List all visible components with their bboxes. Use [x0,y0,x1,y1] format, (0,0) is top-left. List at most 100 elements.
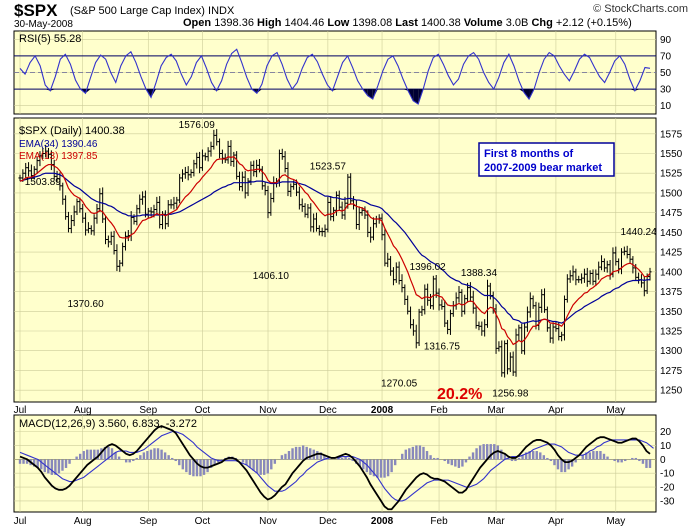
macd-histogram-bar [546,457,549,460]
macd-histogram-bar [351,459,354,462]
macd-histogram-bar [114,452,117,460]
macd-histogram-bar [195,459,199,477]
rsi-oversold-fill [403,89,409,91]
x-tick-label: Sep [139,405,157,416]
x-tick-label-bottom: Aug [74,516,92,527]
macd-histogram-bar [595,451,599,460]
macd-histogram-bar [415,445,418,460]
macd-histogram-bar [54,459,57,475]
y-tick-label: 1325 [660,327,683,338]
macd-histogram-bar [641,459,645,464]
macd-histogram-bar [153,448,156,460]
macd-histogram-bar [206,459,209,473]
y-tick-label: 1550 [660,149,683,160]
macd-histogram-bar [213,459,216,466]
macd-histogram-bar [344,456,347,460]
index-description: (S&P 500 Large Cap Index) [70,5,205,17]
macd-histogram-bar [89,449,92,460]
macd-histogram-bar [146,451,149,460]
x-tick-label: Mar [487,405,505,416]
last-label: Last [395,17,418,29]
macd-histogram-bar [418,445,422,460]
x-tick-label: May [606,405,625,416]
y-tick-label: -10 [660,469,675,480]
macd-histogram-bar [64,459,68,468]
macd-histogram-bar [305,446,308,460]
macd-histogram-bar [567,459,570,470]
macd-histogram-bar [549,459,553,462]
macd-histogram-bar [93,449,96,460]
macd-histogram-bar [532,451,535,460]
price-annotation: 1370.60 [67,299,104,310]
macd-histogram-bar [528,451,531,460]
macd-histogram-bar [379,459,383,478]
ema13-legend: EMA(13) 1397.85 [19,151,98,162]
price-annotation: 1388.34 [461,268,498,279]
price-annotation: 1440.24 [621,227,658,238]
macd-histogram-bar [248,459,252,468]
macd-histogram-bar [337,457,340,460]
macd-histogram-bar [450,459,453,466]
y-tick-label: 1425 [660,248,683,259]
bear-market-note-line-2: 2007-2009 bear market [484,162,602,174]
chart-date: 30-May-2008 [14,19,73,30]
macd-histogram-bar [475,448,478,460]
macd-histogram-bar [585,452,588,460]
macd-histogram-bar [638,459,641,462]
macd-histogram-bar [464,459,468,463]
macd-line [19,425,651,511]
macd-histogram-bar [252,459,255,471]
price-annotation: 1396.02 [410,262,447,273]
macd-histogram-bar [280,455,284,460]
macd-histogram-bar [574,459,577,463]
macd-histogram-bar [50,459,54,475]
macd-histogram-bar [500,449,503,460]
macd-histogram-bar [613,459,616,462]
macd-histogram-bar [259,459,262,475]
macd-histogram-bar [170,457,174,460]
macd-histogram-bar [298,446,301,460]
price-annotation: 1406.10 [253,271,290,282]
macd-histogram-bar [376,459,379,478]
y-tick-label: 1450 [660,228,683,239]
macd-histogram-bar [443,459,446,462]
macd-histogram-bar [631,457,634,460]
rsi-oversold-fill [372,89,378,100]
macd-histogram-bar [241,459,245,463]
macd-histogram-bar [386,459,390,477]
macd-histogram-bar [542,455,546,460]
ohlc-readout: Open 1398.36 High 1404.46 Low 1398.08 La… [183,17,632,29]
x-tick-label-bottom: 2008 [371,516,394,527]
x-tick-label: Feb [430,405,448,416]
macd-histogram-bar [372,459,376,477]
x-tick-label-bottom: Feb [430,516,448,527]
y-tick-label: 10 [660,441,672,452]
low-value: 1398.08 [352,17,393,29]
x-tick-label: Nov [259,405,277,416]
x-tick-label-bottom: Dec [319,516,337,527]
price-annotation: 1256.98 [492,389,529,400]
macd-histogram-bar [457,459,461,468]
macd-histogram-bar [436,457,439,460]
macd-histogram-bar [263,459,266,475]
macd-histogram-bar [563,459,567,473]
chg-label: Chg [531,17,553,29]
y-tick-label: -20 [660,483,675,494]
macd-histogram-bar [390,459,393,473]
macd-histogram-bar [40,459,43,470]
high-value: 1404.46 [284,17,325,29]
macd-histogram-bar [160,449,163,460]
x-tick-label-bottom: Jul [14,516,27,527]
macd-histogram-bar [521,455,524,460]
macd-histogram-bar [599,451,602,460]
macd-histogram-bar [539,452,542,460]
ticker-description: (S&P 500 Large Cap Index) INDX [70,5,234,17]
macd-histogram-bar [57,459,61,474]
macd-panel [13,414,657,513]
macd-histogram-bar [347,457,351,460]
macd-histogram-bar [514,459,517,462]
rsi-oversold-fill [332,89,338,91]
macd-histogram-bar [362,459,365,470]
macd-histogram-bar [294,446,298,460]
macd-histogram-bar [301,445,305,460]
